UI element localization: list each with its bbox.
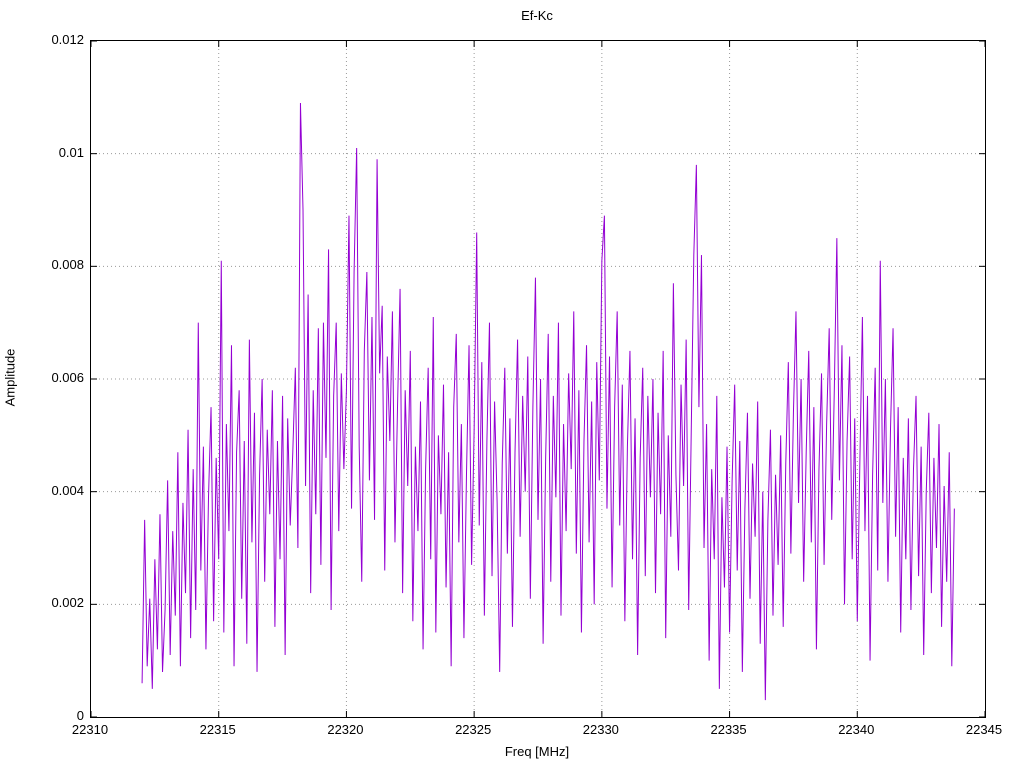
x-tick-label: 22335 xyxy=(710,722,747,737)
x-tick-label: 22330 xyxy=(582,722,619,737)
x-tick-label: 22325 xyxy=(455,722,492,737)
chart-title: Ef-Kc xyxy=(521,8,553,23)
x-axis-label: Freq [MHz] xyxy=(504,744,570,759)
plot-svg xyxy=(91,41,985,717)
x-tick-label: 22345 xyxy=(965,722,1003,737)
y-tick-label: 0.004 xyxy=(51,482,84,498)
x-tick-label: 22340 xyxy=(838,722,875,737)
y-tick-label: 0 xyxy=(76,708,84,723)
x-tick-label: 22320 xyxy=(327,722,364,737)
y-tick-label: 0.006 xyxy=(51,370,84,385)
y-tick-label: 0.002 xyxy=(51,595,84,611)
y-tick-label: 0.008 xyxy=(51,257,84,273)
x-tick-label: 22310 xyxy=(71,722,109,737)
plot-area xyxy=(90,40,986,718)
y-tick-label: 0.01 xyxy=(58,144,84,160)
y-tick-label: 0.012 xyxy=(51,32,84,47)
x-tick-label: 22315 xyxy=(199,722,236,737)
